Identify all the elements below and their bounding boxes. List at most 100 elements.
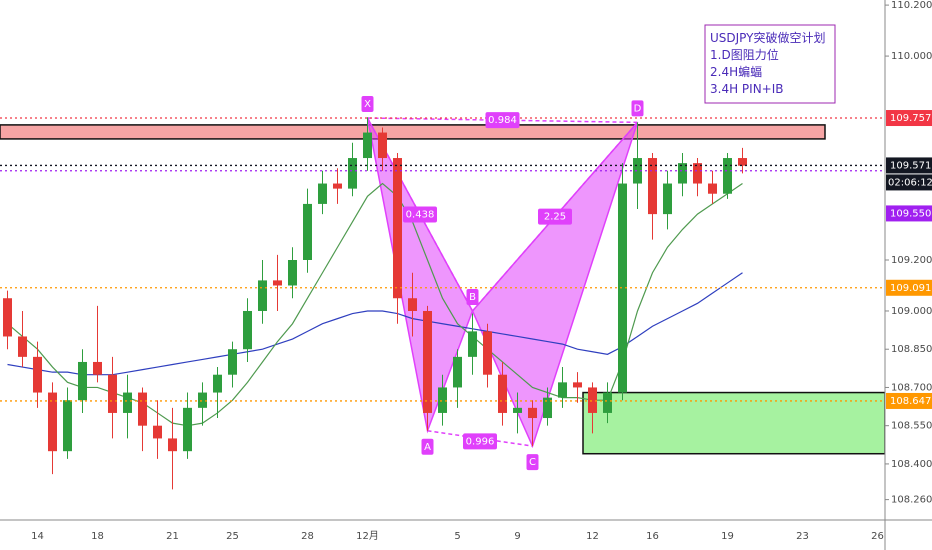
pattern-point: [631, 100, 644, 117]
y-tick-label: 108.550: [891, 421, 932, 432]
pattern-point-label: B: [469, 292, 476, 303]
x-tick-label: 25: [226, 531, 239, 542]
candle-body: [318, 183, 327, 204]
candle-body: [558, 382, 567, 398]
x-tick-label: 28: [301, 531, 314, 542]
candle-body: [453, 356, 462, 388]
countdown-box: [886, 174, 932, 191]
x-tick-label: 12月: [356, 530, 379, 542]
candle-body: [393, 158, 402, 299]
y-tick-label: 109.000: [891, 306, 932, 317]
candle-body: [408, 298, 417, 311]
candle-body: [198, 392, 207, 408]
y-tick-label: 108.850: [891, 344, 932, 355]
pattern-point: [421, 438, 434, 455]
price-label: 108.647: [890, 396, 931, 407]
ratio-label: 2.25: [544, 212, 566, 223]
note-line: 2.4H蝙蝠: [710, 64, 762, 79]
price-label: 109.550: [890, 208, 931, 219]
x-tick-label: 9: [514, 531, 520, 542]
candle-body: [723, 158, 732, 194]
candle-body: [363, 132, 372, 159]
pattern-point-label: C: [529, 457, 536, 468]
note-line: 3.4H PIN+IB: [710, 82, 784, 96]
candle-body: [18, 336, 27, 357]
candle-body: [513, 407, 522, 413]
time-axis-bg: [0, 520, 885, 550]
candle-body: [303, 203, 312, 260]
ratio-label: 0.996: [466, 436, 495, 447]
x-tick-label: 26: [871, 531, 884, 542]
candle-body: [618, 183, 627, 393]
candle-body: [438, 387, 447, 413]
candle-body: [333, 183, 342, 189]
price-label-box: [886, 279, 932, 296]
candle-body: [123, 392, 132, 413]
x-tick-label: 16: [646, 531, 659, 542]
ratio-label: 0.984: [488, 115, 517, 126]
candle-body: [288, 260, 297, 286]
candle-body: [108, 374, 117, 413]
candle-body: [483, 331, 492, 375]
candle-body: [213, 374, 222, 393]
candle-body: [708, 183, 717, 194]
candle-body: [738, 158, 747, 166]
candle-body: [573, 382, 582, 388]
price-label: 109.571: [890, 160, 931, 171]
price-label-box: [886, 110, 932, 127]
note-box: [704, 24, 836, 104]
pattern-point-label: X: [364, 99, 371, 110]
price-label: 109.757: [890, 113, 931, 124]
candle-body: [228, 349, 237, 375]
pattern-ratio-line: [427, 430, 533, 447]
candle-body: [603, 392, 612, 413]
pattern-point: [361, 96, 374, 113]
candle-body: [588, 387, 597, 413]
candle-body: [663, 183, 672, 215]
candle-body: [243, 310, 252, 350]
candle-body: [378, 132, 387, 159]
candle-body: [138, 392, 147, 426]
pattern-point: [526, 454, 539, 471]
candle-body: [33, 356, 42, 393]
pattern-point-label: A: [424, 442, 431, 453]
price-axis-bg: [885, 0, 932, 550]
x-tick-label: 5: [454, 531, 460, 542]
candle-body: [498, 374, 507, 413]
candle-body: [633, 158, 642, 184]
candle-body: [648, 158, 657, 215]
y-tick-label: 110.200: [891, 0, 932, 11]
price-label-box: [886, 205, 932, 222]
ratio-box: [403, 206, 437, 223]
price-label-box: [886, 392, 932, 409]
y-tick-label: 109.200: [891, 255, 932, 266]
moving-average: [7, 182, 743, 427]
candle-body: [48, 392, 57, 452]
candle-body: [468, 331, 477, 357]
y-tick-label: 108.260: [891, 495, 932, 506]
zone: [0, 124, 826, 140]
ratio-box: [538, 208, 572, 225]
candle-body: [348, 158, 357, 189]
x-tick-label: 14: [31, 531, 44, 542]
x-tick-label: 19: [721, 531, 734, 542]
ratio-label: 0.438: [406, 210, 435, 221]
candle-body: [693, 163, 702, 184]
price-label-box: [886, 157, 932, 174]
pattern-point-label: D: [634, 103, 642, 114]
note-line: USDJPY突破做空计划: [710, 30, 825, 45]
y-tick-label: 110.000: [891, 51, 932, 62]
candle-body: [78, 361, 87, 401]
candle-body: [93, 361, 102, 375]
countdown: 02:06:12: [888, 177, 932, 188]
ratio-box: [463, 433, 497, 450]
x-tick-label: 21: [166, 531, 179, 542]
candle-body: [63, 400, 72, 452]
zone: [582, 391, 886, 455]
candle-body: [423, 310, 432, 413]
candle-body: [258, 280, 267, 311]
candle-body: [3, 298, 12, 337]
y-tick-label: 108.400: [891, 459, 932, 470]
x-tick-label: 12: [586, 531, 599, 542]
